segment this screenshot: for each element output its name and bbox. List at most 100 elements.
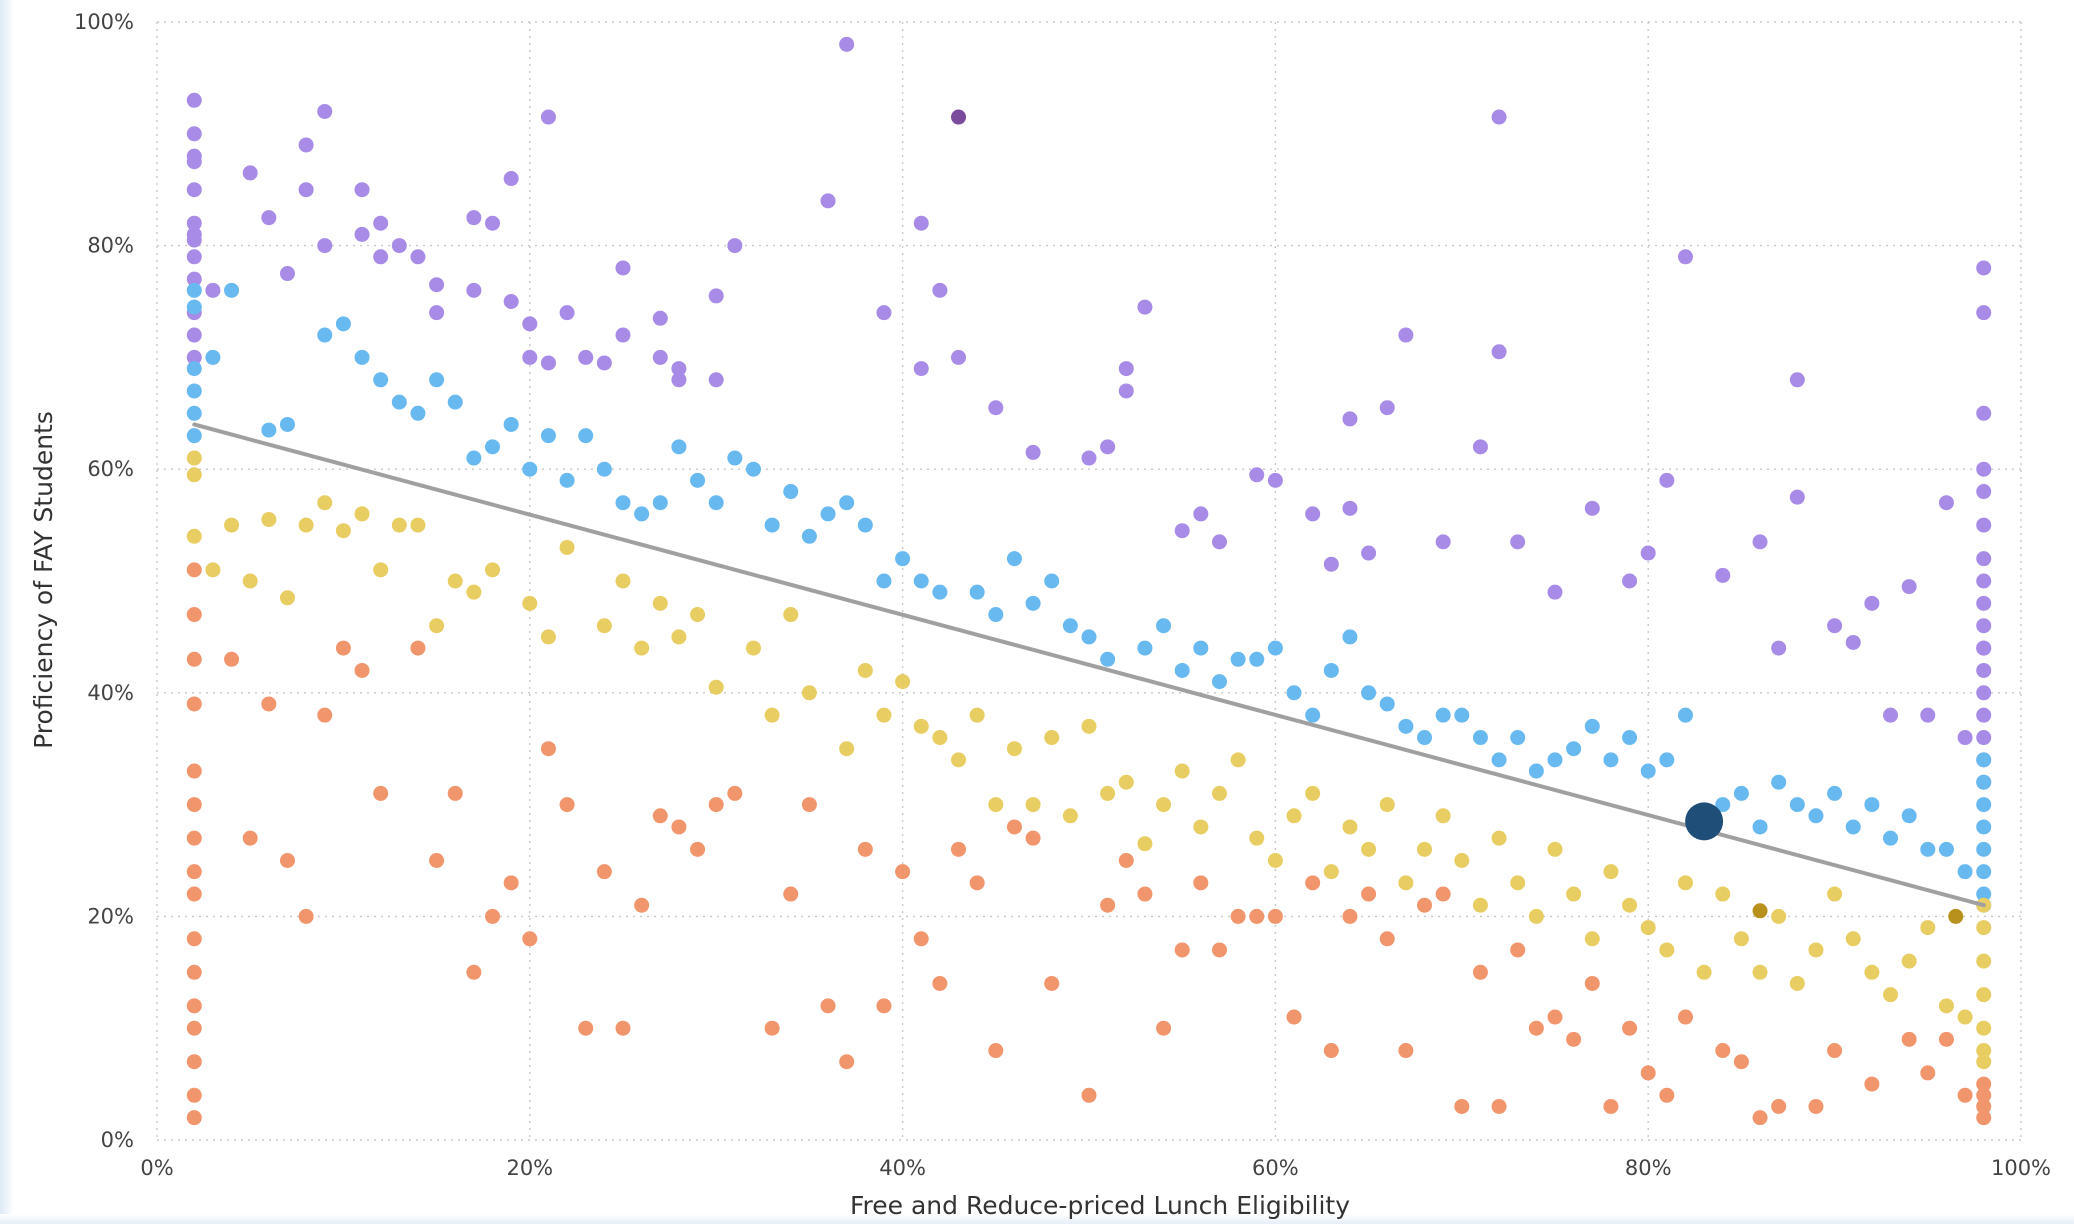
data-point-low[interactable] [1510,942,1526,958]
data-point-low[interactable] [186,651,202,667]
data-point-below[interactable] [652,595,668,611]
data-point-below[interactable] [186,528,202,544]
data-point-high[interactable] [186,327,202,343]
data-point-above[interactable] [1417,730,1433,746]
data-point-low[interactable] [1584,975,1600,991]
data-point-above[interactable] [1305,707,1321,723]
data-point-low[interactable] [1659,1087,1675,1103]
data-point-below[interactable] [1118,774,1134,790]
data-point-low[interactable] [186,864,202,880]
data-point-low[interactable] [932,975,948,991]
data-point-below[interactable] [1249,830,1265,846]
data-point-high[interactable] [298,182,314,198]
data-point-high[interactable] [1976,618,1992,634]
data-point-low[interactable] [186,931,202,947]
data-point-below[interactable] [242,573,258,589]
data-point-below[interactable] [485,562,501,578]
data-point-above[interactable] [335,316,351,332]
data-point-low[interactable] [447,785,463,801]
data-point-above[interactable] [1976,864,1992,880]
data-point-low[interactable] [1976,1076,1992,1092]
data-point-below[interactable] [1510,875,1526,891]
data-point-high[interactable] [298,137,314,153]
data-point-below[interactable] [1957,1009,1973,1025]
data-point-low[interactable] [1733,1054,1749,1070]
data-point-below[interactable] [354,506,370,522]
data-point-above[interactable] [1976,841,1992,857]
data-point-high[interactable] [186,349,202,365]
data-point-low[interactable] [522,931,538,947]
data-point-above[interactable] [1230,651,1246,667]
data-point-above[interactable] [1323,662,1339,678]
data-point-above[interactable] [615,495,631,511]
data-point-low[interactable] [1044,975,1060,991]
data-point-high[interactable] [1379,400,1395,416]
data-point-low[interactable] [1957,1087,1973,1103]
data-point-above[interactable] [503,416,519,432]
data-point-low[interactable] [1528,1020,1544,1036]
data-point-below[interactable] [1976,1054,1992,1070]
data-point-high[interactable] [522,349,538,365]
data-point-low[interactable] [1174,942,1190,958]
data-point-high[interactable] [1901,579,1917,595]
data-point-low[interactable] [1752,1110,1768,1126]
data-point-above[interactable] [1267,640,1283,656]
data-point-high[interactable] [485,215,501,231]
data-point-high[interactable] [1510,534,1526,550]
data-point-high[interactable] [1976,640,1992,656]
data-point-below[interactable] [1006,741,1022,757]
data-point-high[interactable] [839,36,855,52]
data-point-above[interactable] [279,416,295,432]
data-point-below[interactable] [634,640,650,656]
data-point-above[interactable] [1137,640,1153,656]
data-point-high[interactable] [317,238,333,254]
data-point-below[interactable] [279,590,295,606]
data-point-low[interactable] [186,998,202,1014]
data-point-low[interactable] [727,785,743,801]
data-point-low[interactable] [186,830,202,846]
data-point-high[interactable] [429,305,445,321]
data-point-below[interactable] [596,618,612,634]
data-point-high[interactable] [1361,545,1377,561]
data-point-high[interactable] [373,215,389,231]
data-point-below[interactable] [1976,987,1992,1003]
data-point-below[interactable] [708,679,724,695]
data-point-low[interactable] [1622,1020,1638,1036]
data-point-low[interactable] [708,797,724,813]
data-point-dark-gold[interactable] [1948,908,1964,924]
data-point-below[interactable] [205,562,221,578]
data-point-low[interactable] [596,864,612,880]
data-point-high[interactable] [559,305,575,321]
data-point-below[interactable] [1622,897,1638,913]
data-point-below[interactable] [1361,841,1377,857]
data-point-low[interactable] [764,1020,780,1036]
data-point-below[interactable] [1025,797,1041,813]
data-point-low[interactable] [1435,886,1451,902]
data-point-high[interactable] [652,310,668,326]
data-point-low[interactable] [1808,1098,1824,1114]
data-point-high[interactable] [1025,444,1041,460]
data-point-low[interactable] [410,640,426,656]
data-point-below[interactable] [932,730,948,746]
data-point-low[interactable] [1156,1020,1172,1036]
data-point-low[interactable] [186,1020,202,1036]
data-point-high[interactable] [1547,584,1563,600]
data-point-high[interactable] [1435,534,1451,550]
data-point-low[interactable] [186,797,202,813]
data-point-above[interactable] [801,528,817,544]
data-point-high[interactable] [876,305,892,321]
data-point-high[interactable] [820,193,836,209]
data-point-low[interactable] [913,931,929,947]
data-point-high[interactable] [1752,534,1768,550]
data-point-above[interactable] [988,607,1004,623]
data-point-high[interactable] [279,266,295,282]
data-point-above[interactable] [1528,763,1544,779]
data-point-dark-purple[interactable] [951,109,967,125]
data-point-high[interactable] [186,271,202,287]
data-point-high[interactable] [1938,495,1954,511]
data-point-above[interactable] [186,299,202,315]
data-point-high[interactable] [1976,305,1992,321]
data-point-high[interactable] [615,327,631,343]
data-point-low[interactable] [1211,942,1227,958]
data-point-high[interactable] [1976,484,1992,500]
